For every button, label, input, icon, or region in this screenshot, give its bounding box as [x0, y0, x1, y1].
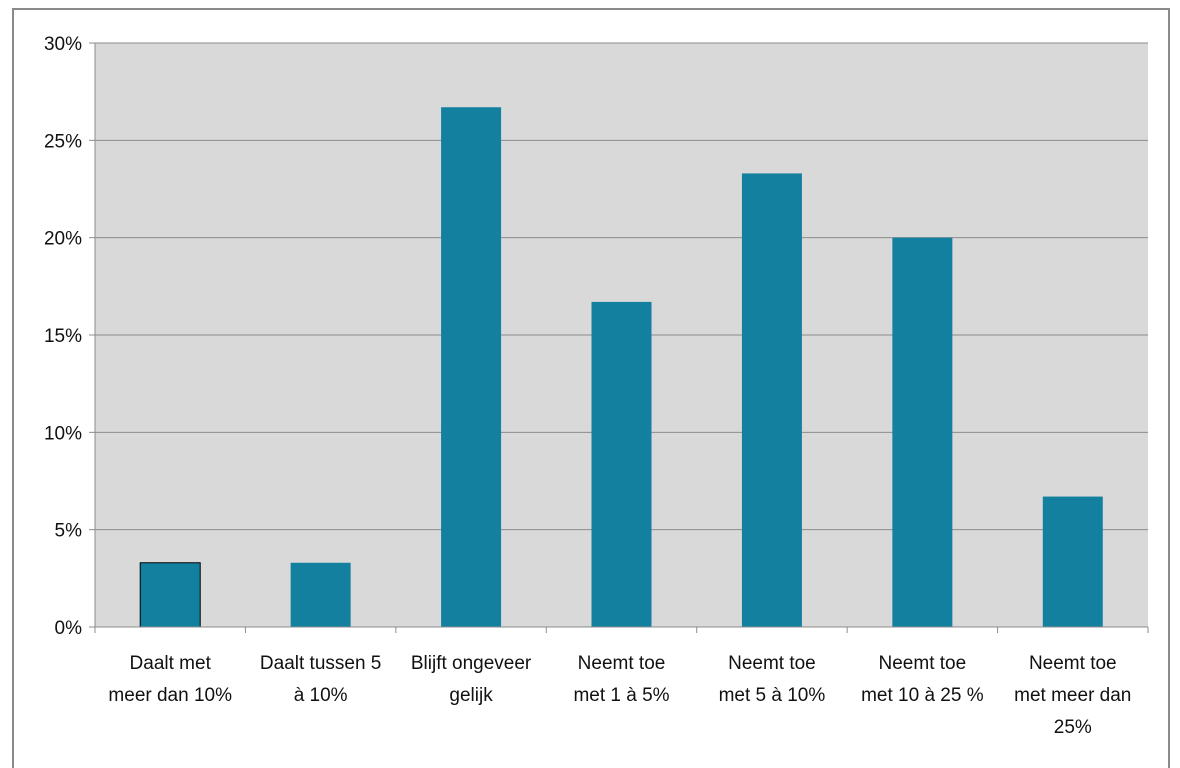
- bar: [290, 562, 351, 627]
- x-category-label: Blijft ongeveer gelijk: [411, 653, 532, 706]
- y-tick-label: 0%: [55, 618, 83, 639]
- y-tick-label: 5%: [55, 521, 83, 542]
- y-axis-tick-labels: 0% 5% 10% 15% 20% 25% 30%: [44, 34, 82, 639]
- y-tick-label: 10%: [44, 423, 82, 444]
- x-category-label: Neemt toe met 1 à 5%: [573, 653, 669, 706]
- axes: [94, 43, 1149, 633]
- bars: [139, 107, 1103, 628]
- y-tick-label: 20%: [44, 229, 82, 250]
- y-tick-label: 25%: [44, 131, 82, 152]
- bar: [441, 107, 502, 628]
- x-category-label: Daalt met meer dan 10%: [108, 653, 232, 706]
- bar: [591, 301, 652, 627]
- x-category-label: Neemt toe met 10 à 25 %: [861, 653, 984, 706]
- bar: [741, 173, 802, 627]
- bar: [1042, 496, 1103, 627]
- x-category-label: Neemt toe met meer dan 25%: [1014, 653, 1131, 738]
- bar: [892, 237, 953, 627]
- y-tick-label: 30%: [44, 34, 82, 55]
- y-tick-label: 15%: [44, 326, 82, 347]
- x-category-label: Neemt toe met 5 à 10%: [719, 653, 826, 706]
- bar: [139, 562, 201, 628]
